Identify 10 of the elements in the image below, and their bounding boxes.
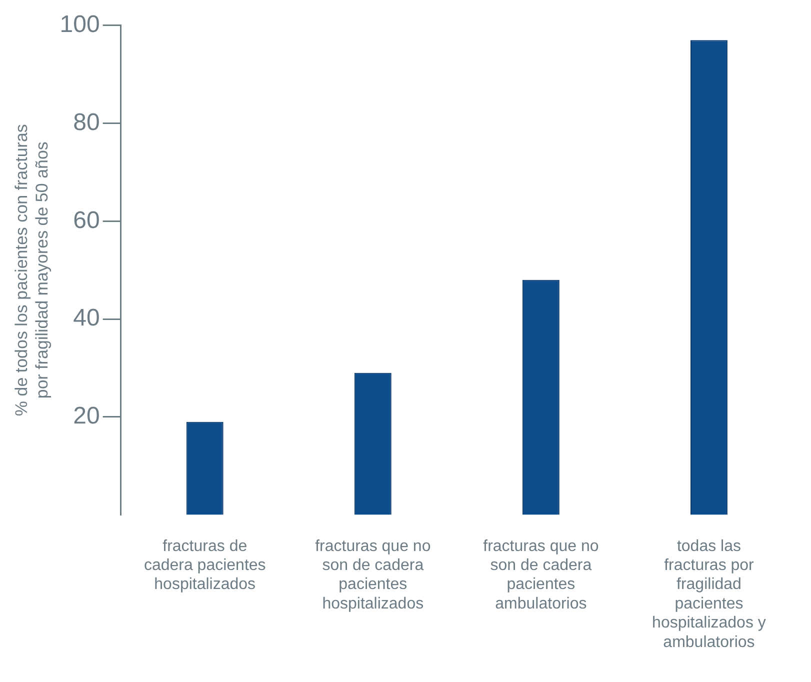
x-tick-label: fracturas que no son de cadera pacientes hospitalizados <box>315 538 431 612</box>
x-tick-label: fracturas que no son de cadera pacientes ambulatorios <box>483 538 599 612</box>
y-axis-title: % de todos los pacientes con fracturas por fragilidad mayores de 50 años <box>12 124 52 416</box>
y-tick-label: 40 <box>73 304 100 332</box>
x-tick-label: fracturas de cadera pacientes hospitalizados <box>144 538 266 594</box>
y-tick-label: 80 <box>73 108 100 136</box>
y-tick-label: 20 <box>73 402 100 430</box>
y-tick-label: 60 <box>73 206 100 234</box>
x-tick-label: todas las fracturas por fragilidad pacientes hospitalizados y ambulatorios <box>652 538 766 651</box>
y-tick-label: 100 <box>60 11 100 38</box>
